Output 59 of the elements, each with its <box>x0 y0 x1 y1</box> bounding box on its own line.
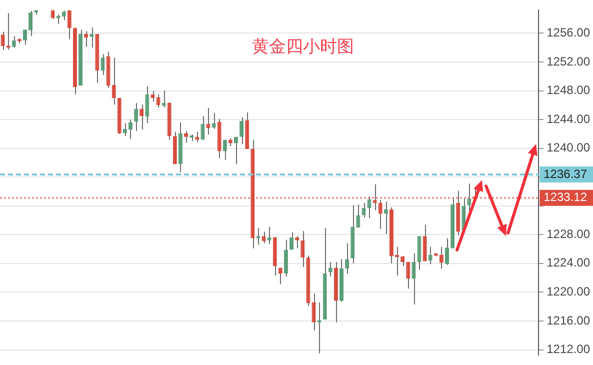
candlestick <box>22 29 27 46</box>
candlestick <box>439 246 444 269</box>
candlestick <box>262 231 266 244</box>
candlestick <box>300 230 305 268</box>
candlestick <box>362 202 366 218</box>
y-tick-label: 1224.00 <box>546 256 590 270</box>
y-tick-label: 1220.00 <box>546 284 590 299</box>
candlestick <box>134 102 138 132</box>
candlestick <box>140 104 144 130</box>
candlestick <box>422 224 427 262</box>
candlestick <box>162 90 166 108</box>
candlestick <box>67 10 72 40</box>
candlestick <box>367 196 372 219</box>
candlestick <box>100 54 105 76</box>
candlestick <box>90 26 94 48</box>
candlestick <box>62 10 66 21</box>
text: 黄金四小时图 <box>252 36 354 58</box>
candlestick <box>428 246 432 265</box>
y-tick-label: 1212.00 <box>546 342 590 356</box>
candlestick <box>256 228 260 246</box>
y-tick-label: 1228.00 <box>546 226 590 241</box>
candlestick <box>417 236 422 270</box>
candlestick <box>412 252 416 305</box>
ref-line-label: 1233.12 <box>544 190 588 204</box>
candlestick <box>284 239 288 277</box>
candlestick <box>290 232 294 250</box>
candlestick <box>295 236 300 249</box>
candlestick <box>406 261 410 290</box>
candlestick <box>12 36 16 48</box>
candlestick <box>145 86 150 124</box>
y-tick-label: 1252.00 <box>546 54 590 68</box>
ref-line-label: 1236.37 <box>544 166 588 181</box>
candlestick <box>0 31 5 50</box>
candlestick <box>150 90 155 102</box>
candlestick <box>28 10 33 37</box>
candlestick <box>112 57 116 105</box>
candlestick <box>128 119 132 140</box>
candlestick <box>212 112 216 130</box>
candlestick <box>222 139 227 160</box>
y-tick-label: 1248.00 <box>546 83 590 98</box>
candlestick <box>445 238 449 266</box>
candlestick <box>234 136 238 165</box>
candlestick <box>84 30 88 48</box>
candlestick <box>278 267 282 285</box>
candlestick <box>267 226 272 245</box>
candlestick <box>312 293 316 331</box>
candlestick <box>184 130 188 144</box>
candlestick <box>200 115 205 140</box>
y-tick-label: 1244.00 <box>546 112 590 126</box>
candlestick <box>356 204 360 228</box>
candlestick <box>345 242 350 274</box>
candlestick <box>384 201 388 234</box>
y-tick-label: 1256.00 <box>546 26 590 40</box>
y-tick-label: 1216.00 <box>546 313 590 328</box>
candlestick <box>240 116 244 145</box>
candlestick <box>467 183 472 213</box>
y-tick-label: 1240.00 <box>546 140 590 155</box>
candlestick <box>156 94 160 108</box>
candlestick <box>395 246 400 276</box>
